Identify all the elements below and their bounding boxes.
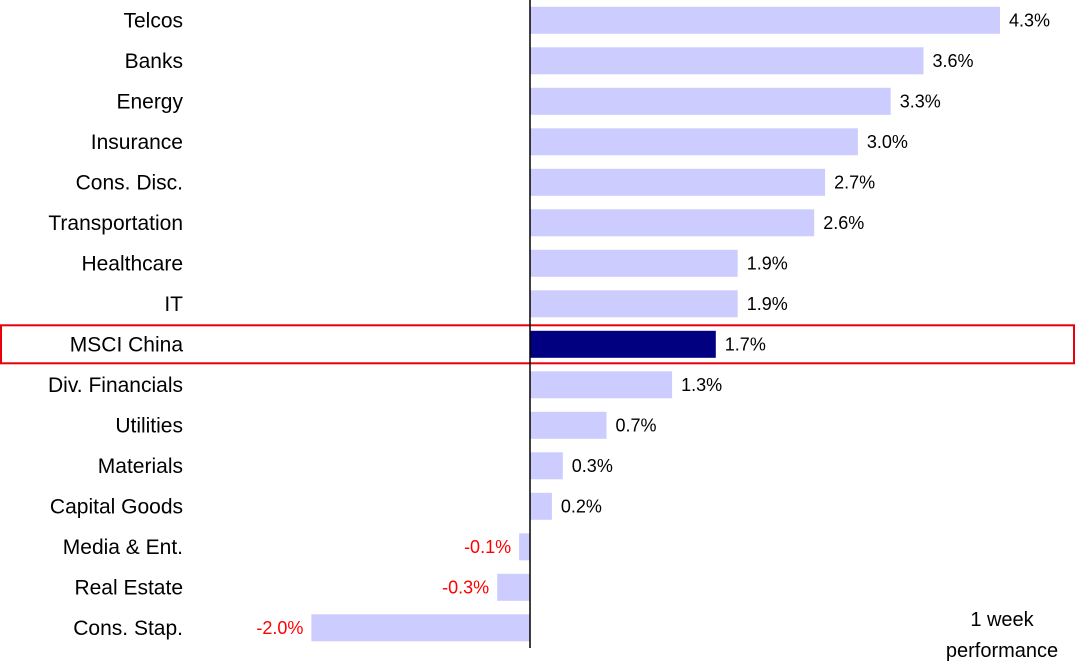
- category-label-capital-goods: Capital Goods: [50, 495, 183, 518]
- category-label-div-financials: Div. Financials: [48, 374, 183, 397]
- value-label-media-ent: -0.1%: [464, 537, 511, 557]
- value-label-utilities: 0.7%: [616, 415, 657, 435]
- category-label-cons-stap: Cons. Stap.: [73, 617, 183, 640]
- category-label-msci-china: MSCI China: [70, 333, 184, 356]
- category-label-banks: Banks: [125, 50, 183, 73]
- value-label-cons-stap: -2.0%: [256, 618, 303, 638]
- category-label-it: IT: [164, 293, 183, 316]
- bar-transportation: [530, 209, 815, 237]
- category-label-healthcare: Healthcare: [81, 252, 183, 275]
- category-labels: Telcos Banks Energy Insurance Cons. Disc. Tra…: [48, 9, 184, 640]
- annotation-line-1: 1 week: [970, 609, 1034, 631]
- value-label-telcos: 4.3%: [1009, 10, 1050, 30]
- value-label-it: 1.9%: [747, 294, 788, 314]
- bars-layer: [311, 6, 1000, 642]
- highlight-box: [0, 324, 1075, 365]
- value-label-real-estate: -0.3%: [442, 577, 489, 597]
- bar-msci-china: [530, 330, 716, 358]
- bar-telcos: [530, 6, 1000, 34]
- category-label-cons-disc: Cons. Disc.: [76, 171, 183, 194]
- bar-cons-disc: [530, 168, 826, 196]
- category-label-energy: Energy: [116, 90, 183, 113]
- bar-materials: [530, 452, 563, 480]
- category-label-insurance: Insurance: [91, 131, 183, 154]
- value-label-capital-goods: 0.2%: [561, 496, 602, 516]
- bar-banks: [530, 47, 924, 75]
- bar-media-ent: [519, 533, 530, 561]
- bar-real-estate: [497, 573, 530, 601]
- category-label-transportation: Transportation: [48, 212, 183, 235]
- bar-insurance: [530, 128, 858, 156]
- category-label-materials: Materials: [98, 455, 183, 478]
- bar-energy: [530, 87, 891, 115]
- value-label-healthcare: 1.9%: [747, 253, 788, 273]
- value-label-msci-china: 1.7%: [725, 334, 766, 354]
- category-label-media-ent: Media & Ent.: [63, 536, 183, 559]
- bar-utilities: [530, 411, 607, 439]
- value-label-cons-disc: 2.7%: [834, 172, 875, 192]
- value-label-insurance: 3.0%: [867, 132, 908, 152]
- category-label-real-estate: Real Estate: [74, 576, 183, 599]
- category-label-telcos: Telcos: [123, 9, 183, 32]
- bar-div-financials: [530, 371, 673, 399]
- highlight-layer: [0, 324, 1075, 365]
- category-label-utilities: Utilities: [115, 414, 183, 437]
- value-label-div-financials: 1.3%: [681, 375, 722, 395]
- value-label-banks: 3.6%: [933, 51, 974, 71]
- bar-it: [530, 290, 738, 318]
- value-label-materials: 0.3%: [572, 456, 613, 476]
- value-label-transportation: 2.6%: [823, 213, 864, 233]
- value-labels: 4.3% 3.6% 3.3% 3.0% 2.7% 2.6% 1.9% 1.9% 1.7% 1.3%…: [256, 10, 1050, 638]
- bar-capital-goods: [530, 492, 552, 520]
- annotation-line-2: performance: [946, 640, 1058, 662]
- bar-cons-stap: [311, 614, 530, 642]
- value-label-energy: 3.3%: [900, 91, 941, 111]
- bar-healthcare: [530, 249, 738, 277]
